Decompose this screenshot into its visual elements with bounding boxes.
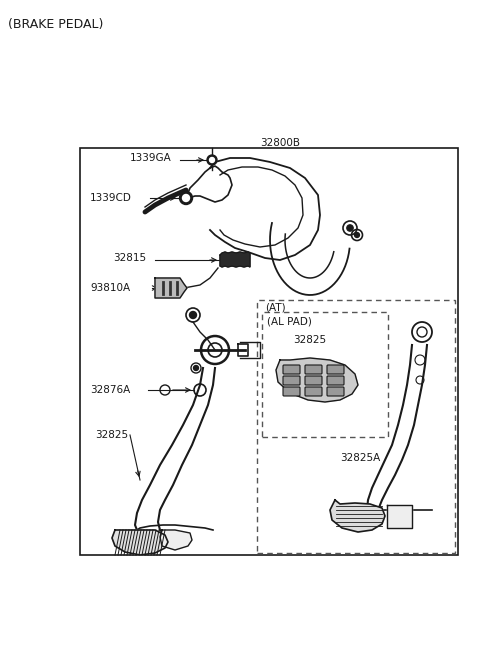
- Polygon shape: [330, 500, 385, 532]
- Text: 32800B: 32800B: [260, 138, 300, 148]
- Polygon shape: [387, 505, 412, 528]
- Text: (BRAKE PEDAL): (BRAKE PEDAL): [8, 18, 103, 31]
- Circle shape: [207, 155, 217, 165]
- Polygon shape: [276, 358, 358, 402]
- FancyBboxPatch shape: [305, 365, 322, 374]
- Circle shape: [355, 232, 360, 237]
- FancyBboxPatch shape: [283, 376, 300, 385]
- Polygon shape: [160, 530, 192, 550]
- Text: 1339GA: 1339GA: [130, 153, 172, 163]
- FancyBboxPatch shape: [305, 376, 322, 385]
- Text: 32825A: 32825A: [340, 453, 380, 463]
- Circle shape: [347, 225, 353, 231]
- Bar: [257, 300, 455, 553]
- Polygon shape: [112, 530, 168, 555]
- Text: 32825: 32825: [293, 335, 326, 345]
- Circle shape: [182, 194, 190, 201]
- Text: (AT): (AT): [265, 303, 286, 313]
- Text: 93810A: 93810A: [90, 283, 130, 293]
- Text: 32815: 32815: [113, 253, 146, 263]
- Polygon shape: [220, 252, 250, 267]
- Text: 32876A: 32876A: [90, 385, 130, 395]
- Text: 32825: 32825: [95, 430, 128, 440]
- Text: (AL PAD): (AL PAD): [267, 317, 312, 327]
- Bar: [80, 148, 458, 555]
- Circle shape: [209, 157, 215, 163]
- Circle shape: [180, 192, 192, 205]
- FancyBboxPatch shape: [283, 365, 300, 374]
- FancyBboxPatch shape: [305, 387, 322, 396]
- Bar: [262, 312, 388, 437]
- Circle shape: [190, 312, 196, 319]
- FancyBboxPatch shape: [283, 387, 300, 396]
- Polygon shape: [155, 278, 187, 298]
- Text: 1339CD: 1339CD: [90, 193, 132, 203]
- FancyBboxPatch shape: [327, 376, 344, 385]
- FancyBboxPatch shape: [327, 387, 344, 396]
- Circle shape: [193, 365, 199, 371]
- FancyBboxPatch shape: [327, 365, 344, 374]
